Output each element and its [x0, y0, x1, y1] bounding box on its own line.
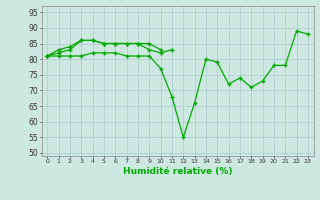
- X-axis label: Humidité relative (%): Humidité relative (%): [123, 167, 232, 176]
